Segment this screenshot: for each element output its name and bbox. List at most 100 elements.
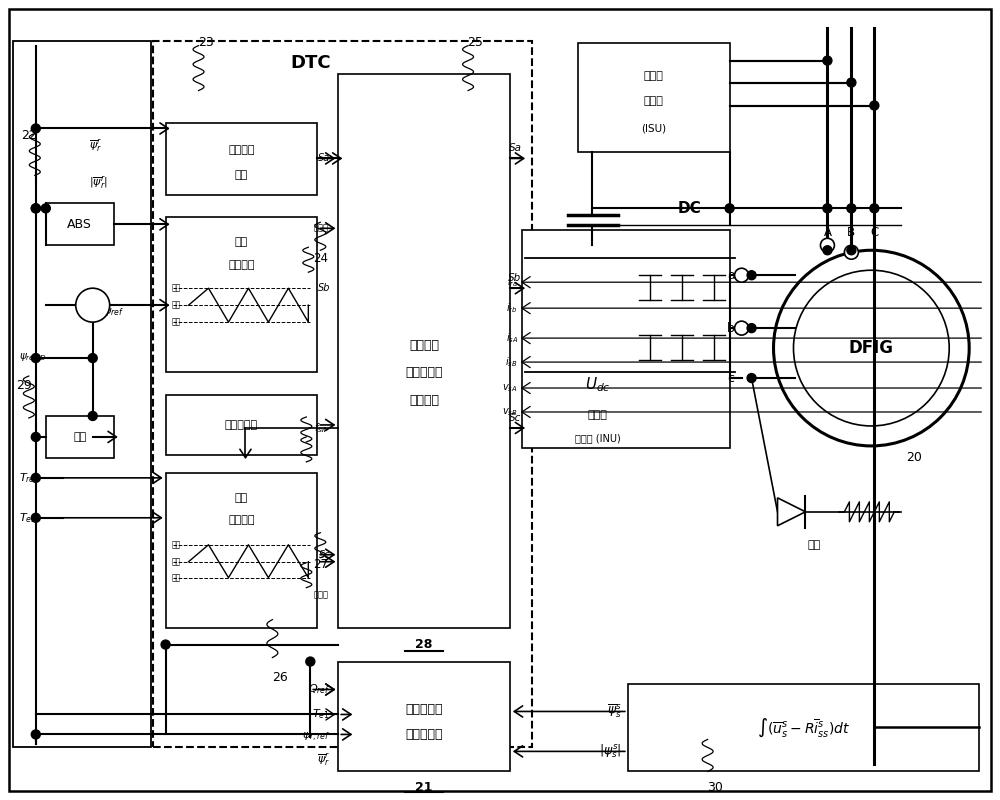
Circle shape bbox=[735, 268, 749, 282]
Circle shape bbox=[747, 324, 756, 333]
Text: 磁链位: 磁链位 bbox=[313, 224, 328, 233]
Text: 最大: 最大 bbox=[172, 284, 181, 293]
Text: Sa: Sa bbox=[318, 154, 330, 163]
Bar bbox=[166, 395, 317, 455]
Text: 24: 24 bbox=[313, 252, 328, 265]
Text: +: + bbox=[87, 294, 98, 306]
Circle shape bbox=[747, 374, 756, 382]
Circle shape bbox=[88, 354, 97, 362]
Text: 识别: 识别 bbox=[235, 170, 248, 180]
Bar bbox=[522, 230, 730, 448]
Text: 频率计算: 频率计算 bbox=[409, 394, 439, 406]
Text: 转矩位: 转矩位 bbox=[313, 590, 328, 599]
Circle shape bbox=[31, 433, 40, 442]
Text: $\int(\overline{u}^s_s - R\overline{i}^s_{ss})dt$: $\int(\overline{u}^s_s - R\overline{i}^s… bbox=[757, 716, 850, 738]
Text: 变换器 (INU): 变换器 (INU) bbox=[575, 433, 621, 443]
Text: $v_{sB}$: $v_{sB}$ bbox=[502, 406, 518, 418]
Bar bbox=[578, 42, 730, 153]
Text: $i_{rb}$: $i_{rb}$ bbox=[506, 302, 518, 315]
Text: 20: 20 bbox=[906, 451, 922, 464]
Circle shape bbox=[847, 204, 856, 213]
Bar bbox=[46, 416, 114, 458]
Text: 三级: 三级 bbox=[235, 493, 248, 503]
Text: $Q_{ref}$: $Q_{ref}$ bbox=[308, 682, 330, 696]
Text: $\psi_{r,ref}$: $\psi_{r,ref}$ bbox=[302, 731, 330, 744]
Text: Sa: Sa bbox=[508, 143, 521, 154]
Text: $i_{sA}$: $i_{sA}$ bbox=[506, 331, 518, 345]
Text: +: + bbox=[78, 306, 85, 314]
Text: $U_{dc}$: $U_{dc}$ bbox=[585, 376, 611, 394]
Text: $i_{sB}$: $i_{sB}$ bbox=[505, 355, 518, 369]
Circle shape bbox=[41, 204, 50, 213]
Text: Sc: Sc bbox=[509, 413, 521, 423]
Text: DTC: DTC bbox=[290, 54, 331, 71]
Text: 22: 22 bbox=[21, 129, 37, 142]
Text: +: + bbox=[78, 290, 85, 300]
Text: 滞环控制: 滞环控制 bbox=[228, 260, 255, 270]
Text: 逻辑和切换: 逻辑和切换 bbox=[405, 366, 443, 378]
Text: 25: 25 bbox=[467, 36, 483, 49]
Circle shape bbox=[725, 204, 734, 213]
Text: 27: 27 bbox=[313, 558, 328, 571]
Text: 滞环带控制: 滞环带控制 bbox=[225, 420, 258, 430]
Text: A: A bbox=[823, 226, 831, 238]
Text: 最大: 最大 bbox=[172, 540, 181, 550]
Text: 29: 29 bbox=[16, 378, 32, 391]
Circle shape bbox=[870, 204, 879, 213]
Text: 23: 23 bbox=[198, 36, 213, 49]
Text: C: C bbox=[870, 226, 878, 238]
Circle shape bbox=[823, 246, 832, 254]
Text: Sb: Sb bbox=[318, 283, 330, 293]
Text: $|\psi^s_s|$: $|\psi^s_s|$ bbox=[599, 742, 622, 760]
Text: $T_{e2}$: $T_{e2}$ bbox=[19, 511, 37, 525]
Circle shape bbox=[31, 204, 40, 213]
Bar bbox=[13, 41, 151, 747]
Text: Sc: Sc bbox=[319, 550, 330, 560]
Circle shape bbox=[88, 411, 97, 421]
Text: 电网侧: 电网侧 bbox=[644, 70, 664, 81]
Circle shape bbox=[31, 514, 40, 522]
Circle shape bbox=[774, 250, 969, 446]
Text: a: a bbox=[727, 269, 735, 282]
Text: $\overline{\psi}^r_r$: $\overline{\psi}^r_r$ bbox=[89, 138, 102, 154]
Bar bbox=[338, 662, 510, 771]
Circle shape bbox=[793, 270, 949, 426]
Text: 切换状态: 切换状态 bbox=[409, 338, 439, 351]
Text: $f_{sw}$: $f_{sw}$ bbox=[314, 421, 328, 435]
Text: 变换器: 变换器 bbox=[644, 95, 664, 106]
Text: 滞环控制: 滞环控制 bbox=[228, 514, 255, 525]
Circle shape bbox=[820, 238, 834, 252]
Text: 参考: 参考 bbox=[172, 558, 181, 566]
Text: B: B bbox=[847, 226, 855, 238]
Bar bbox=[166, 218, 317, 372]
Text: 最小: 最小 bbox=[172, 573, 181, 582]
Text: (ISU): (ISU) bbox=[641, 123, 666, 134]
Text: 转矩和转子: 转矩和转子 bbox=[405, 703, 443, 716]
Bar bbox=[46, 203, 114, 246]
Text: 参考: 参考 bbox=[172, 301, 181, 310]
Text: $\psi_{ref}$: $\psi_{ref}$ bbox=[103, 306, 124, 318]
Text: $T_{ref}$: $T_{ref}$ bbox=[19, 471, 39, 485]
Text: 30: 30 bbox=[707, 781, 723, 794]
Circle shape bbox=[31, 124, 40, 133]
Text: $i_{ra}$: $i_{ra}$ bbox=[507, 275, 518, 289]
Text: ABS: ABS bbox=[67, 218, 92, 231]
Circle shape bbox=[31, 354, 40, 362]
Text: 28: 28 bbox=[415, 638, 433, 651]
Text: c: c bbox=[728, 371, 735, 385]
Circle shape bbox=[735, 321, 749, 335]
Text: $\overline{\psi}^s_s$: $\overline{\psi}^s_s$ bbox=[607, 702, 622, 720]
Text: 转子侧: 转子侧 bbox=[588, 410, 608, 420]
Text: Sb: Sb bbox=[508, 274, 522, 283]
Circle shape bbox=[847, 246, 856, 254]
Circle shape bbox=[76, 288, 110, 322]
Text: 26: 26 bbox=[273, 671, 288, 684]
Text: b: b bbox=[727, 322, 735, 334]
Text: 21: 21 bbox=[415, 781, 433, 794]
Text: $T_{e1}$: $T_{e1}$ bbox=[312, 707, 330, 722]
Text: 撬棒: 撬棒 bbox=[808, 540, 821, 550]
Circle shape bbox=[844, 246, 858, 259]
Circle shape bbox=[31, 204, 40, 213]
Circle shape bbox=[161, 640, 170, 649]
Circle shape bbox=[747, 270, 756, 280]
